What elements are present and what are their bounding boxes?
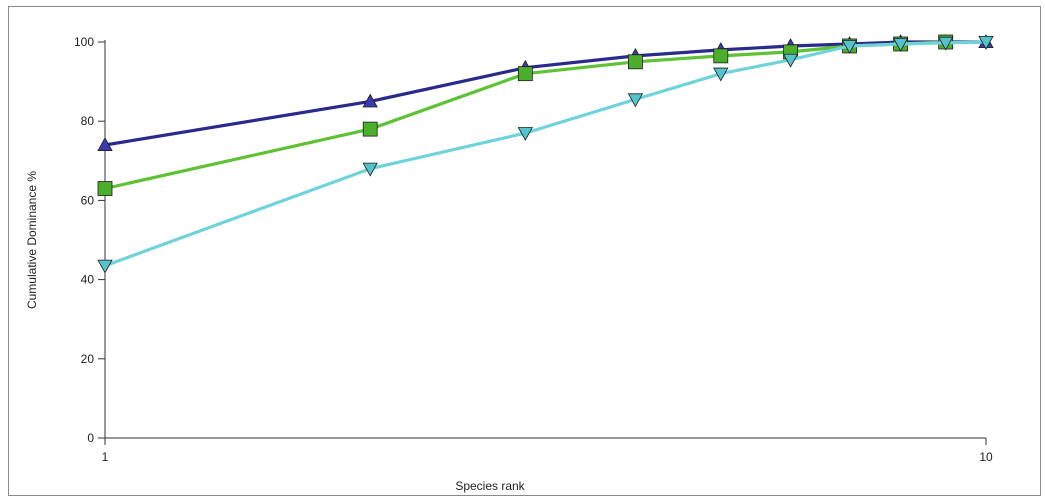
data-point (362, 121, 378, 137)
series-layer (97, 34, 994, 274)
data-point (978, 36, 994, 50)
y-tick-label: 60 (81, 193, 95, 207)
data-point (938, 36, 954, 51)
data-point (97, 181, 113, 196)
chart-frame (8, 6, 1041, 496)
y-tick-label: 20 (81, 352, 95, 366)
data-point (97, 137, 113, 151)
y-tick-label: 80 (81, 114, 95, 128)
data-point (362, 162, 378, 177)
y-tick-label: 100 (74, 35, 94, 49)
data-point (713, 67, 729, 82)
y-tick-label: 40 (81, 273, 95, 287)
data-point (627, 93, 644, 108)
data-point (97, 259, 113, 274)
x-tick-label: 10 (979, 450, 993, 464)
series-3 (97, 36, 994, 274)
x-axis-title: Species rank (455, 479, 525, 493)
data-point (892, 37, 909, 52)
axes: 0 20 40 60 80 100 1 10 (74, 35, 993, 464)
series-2 (97, 34, 954, 196)
y-tick-label: 0 (87, 431, 94, 445)
series-3-line (104, 40, 987, 268)
data-point (517, 66, 533, 82)
data-point (841, 39, 858, 54)
data-point (517, 127, 534, 141)
series-1 (97, 34, 994, 151)
data-point (713, 48, 729, 64)
data-point (362, 93, 378, 108)
data-point (782, 53, 799, 68)
series-1-line (104, 40, 986, 147)
y-axis-title: Cumulative Dominance % (25, 171, 39, 309)
data-point (628, 54, 643, 70)
x-tick-label: 1 (102, 450, 109, 464)
